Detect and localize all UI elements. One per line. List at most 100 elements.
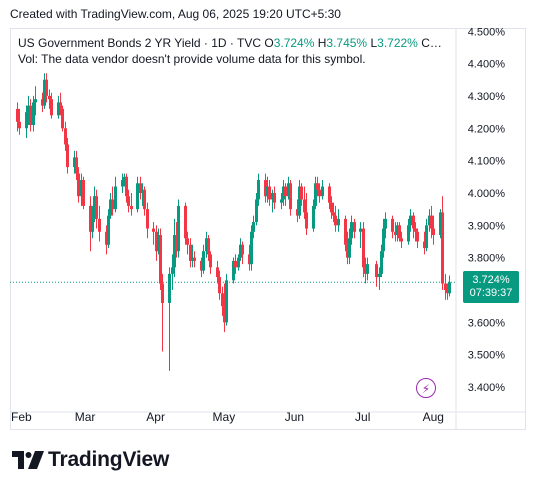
candle[interactable] [252, 215, 255, 239]
candle[interactable] [146, 202, 149, 239]
candle[interactable] [257, 173, 260, 206]
candle[interactable] [91, 205, 94, 239]
candle[interactable] [186, 231, 189, 255]
candle[interactable] [202, 244, 205, 274]
candle[interactable] [234, 254, 237, 274]
candle[interactable] [107, 209, 110, 248]
candle[interactable] [77, 167, 80, 203]
candle[interactable] [209, 251, 212, 274]
candle[interactable] [157, 228, 160, 255]
candle[interactable] [98, 205, 101, 242]
candle[interactable] [45, 73, 48, 103]
candle[interactable] [423, 231, 426, 255]
candle[interactable] [125, 173, 128, 203]
candle[interactable] [207, 235, 210, 261]
candle[interactable] [34, 86, 37, 116]
candle[interactable] [439, 209, 442, 239]
candle[interactable] [175, 222, 178, 258]
candle[interactable] [61, 105, 64, 132]
candle[interactable] [316, 176, 319, 197]
candle[interactable] [332, 202, 335, 223]
candle[interactable] [364, 257, 367, 284]
time-axis[interactable]: Feb Mar Apr May Jun Jul Aug [10, 410, 526, 424]
candle[interactable] [444, 273, 447, 300]
candle[interactable] [416, 228, 419, 248]
candle[interactable] [173, 218, 176, 278]
candle[interactable] [130, 192, 133, 216]
candle[interactable] [32, 95, 35, 132]
candle[interactable] [152, 222, 155, 245]
candle[interactable] [216, 260, 219, 284]
candle[interactable] [136, 176, 139, 213]
candle[interactable] [425, 218, 428, 252]
candle[interactable] [334, 205, 337, 232]
candle[interactable] [189, 238, 192, 268]
candle[interactable] [141, 183, 144, 206]
candle[interactable] [75, 150, 78, 181]
candle[interactable] [303, 186, 306, 219]
candle[interactable] [375, 260, 378, 287]
candle[interactable] [50, 92, 53, 119]
candle[interactable] [139, 176, 142, 200]
candle[interactable] [384, 212, 387, 239]
candle[interactable] [80, 173, 83, 206]
candle[interactable] [155, 225, 158, 261]
candle[interactable] [93, 186, 96, 223]
candle[interactable] [412, 212, 415, 239]
candle[interactable] [193, 251, 196, 268]
candle[interactable] [284, 183, 287, 206]
plot-area[interactable] [10, 73, 456, 371]
candle[interactable] [287, 176, 290, 200]
candle[interactable] [82, 176, 85, 210]
candle[interactable] [414, 222, 417, 242]
candle[interactable] [168, 267, 171, 371]
candle[interactable] [29, 99, 32, 132]
candle[interactable] [221, 286, 224, 316]
candle[interactable] [205, 231, 208, 258]
candle[interactable] [48, 89, 51, 109]
candle[interactable] [25, 105, 28, 138]
candle[interactable] [314, 176, 317, 210]
candle[interactable] [318, 183, 321, 203]
candle[interactable] [264, 173, 267, 203]
candle[interactable] [312, 199, 315, 232]
candle[interactable] [366, 257, 369, 281]
candle[interactable] [191, 244, 194, 268]
candle[interactable] [27, 95, 30, 126]
lightning-icon[interactable]: ⚡ [416, 378, 436, 398]
candle[interactable] [161, 273, 164, 352]
candle[interactable] [282, 180, 285, 206]
candle[interactable] [89, 196, 92, 252]
candle[interactable] [248, 244, 251, 271]
candle[interactable] [18, 108, 21, 135]
candle[interactable] [346, 231, 349, 265]
candle[interactable] [300, 183, 303, 206]
candle[interactable] [41, 92, 44, 113]
candle[interactable] [171, 254, 174, 291]
candle[interactable] [66, 137, 69, 174]
candle[interactable] [362, 222, 365, 278]
candle[interactable] [237, 254, 240, 271]
candle[interactable] [232, 257, 235, 284]
candle[interactable] [328, 183, 331, 210]
candle[interactable] [255, 192, 258, 226]
candle[interactable] [378, 267, 381, 291]
candle[interactable] [105, 225, 108, 255]
candle[interactable] [223, 283, 226, 333]
candle[interactable] [123, 173, 126, 187]
candle[interactable] [250, 225, 253, 271]
candle[interactable] [114, 176, 117, 213]
candle[interactable] [266, 176, 269, 203]
candle[interactable] [59, 92, 62, 116]
candle[interactable] [337, 209, 340, 232]
candle[interactable] [268, 180, 271, 206]
candle[interactable] [241, 241, 244, 265]
price-axis[interactable]: 3.400%3.500%3.600%3.700%3.800%3.900%4.00… [455, 28, 505, 430]
candle[interactable] [239, 238, 242, 261]
candle[interactable] [359, 222, 362, 248]
candle[interactable] [143, 186, 146, 216]
candle[interactable] [428, 209, 431, 232]
candle[interactable] [159, 228, 162, 291]
candle[interactable] [382, 218, 385, 258]
candle[interactable] [280, 192, 283, 210]
